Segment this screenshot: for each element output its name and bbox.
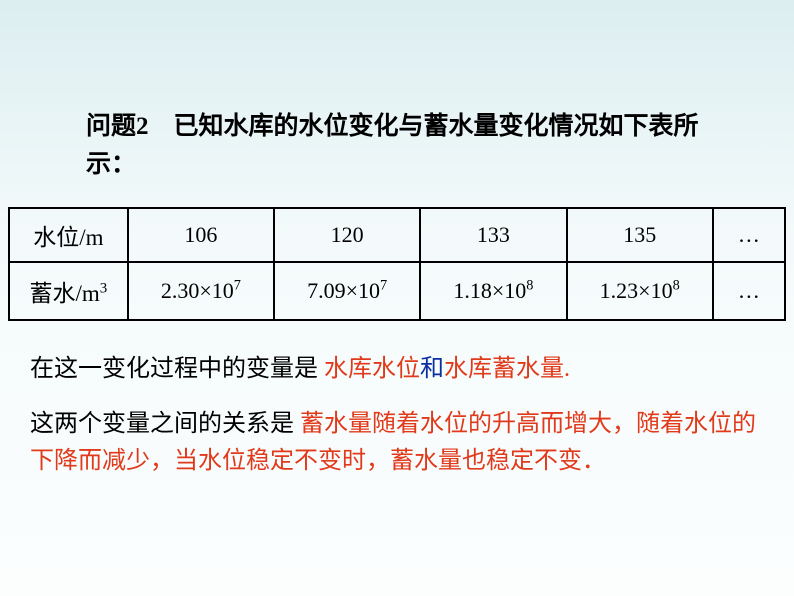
row-header-storage: 蓄水/m3: [9, 262, 128, 320]
expl1-prefix: 在这一变化过程中的变量是: [30, 356, 324, 382]
exponent: 8: [673, 278, 680, 294]
table-cell-ellipsis: …: [713, 208, 785, 262]
table-row: 蓄水/m3 2.30×107 7.09×107 1.18×108 1.23×10…: [9, 262, 785, 320]
table-cell: 1.18×108: [420, 262, 566, 320]
exponent: 7: [234, 278, 241, 294]
table-cell: 133: [420, 208, 566, 262]
row-header-waterlevel: 水位/m: [9, 208, 128, 262]
expl1-var1: 水库水位: [324, 356, 420, 382]
mantissa: 2.30: [161, 278, 200, 303]
question-text: 已知水库的水位变化与蓄水量变化情况如下表所示：: [86, 113, 699, 178]
table-cell: 2.30×107: [128, 262, 274, 320]
expl1-dot: .: [564, 356, 570, 382]
data-table: 水位/m 106 120 133 135 … 蓄水/m3 2.30×107 7.…: [8, 207, 786, 321]
explanation-1: 在这一变化过程中的变量是 水库水位和水库蓄水量.: [0, 351, 794, 388]
table-cell: 135: [567, 208, 713, 262]
expl1-and: 和: [420, 356, 444, 382]
question-block: 问题2 已知水库的水位变化与蓄水量变化情况如下表所示：: [0, 108, 794, 183]
mantissa: 1.18: [453, 278, 492, 303]
slide-content: 问题2 已知水库的水位变化与蓄水量变化情况如下表所示： 水位/m 106 120…: [0, 108, 794, 481]
question-label: 问题2: [86, 113, 149, 140]
table-cell-ellipsis: …: [713, 262, 785, 320]
mantissa: 7.09: [307, 278, 346, 303]
table-cell: 106: [128, 208, 274, 262]
table-cell: 7.09×107: [274, 262, 420, 320]
expl1-var2: 水库蓄水量: [444, 356, 564, 382]
table-row: 水位/m 106 120 133 135 …: [9, 208, 785, 262]
table-cell: 120: [274, 208, 420, 262]
exponent: 8: [526, 278, 533, 294]
table-cell: 1.23×108: [567, 262, 713, 320]
mantissa: 1.23: [600, 278, 639, 303]
expl2-prefix: 这两个变量之间的关系是: [30, 411, 300, 437]
exponent: 7: [380, 278, 387, 294]
explanation-2: 这两个变量之间的关系是 蓄水量随着水位的升高而增大，随着水位的下降而减少，当水位…: [0, 406, 794, 480]
